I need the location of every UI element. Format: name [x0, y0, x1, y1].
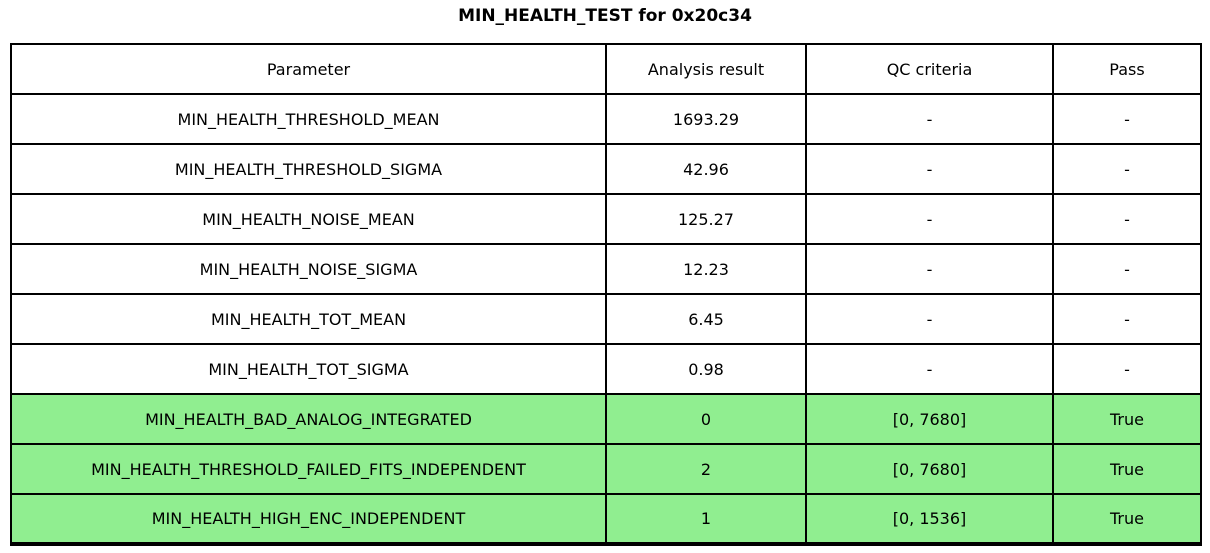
cell-pass: True — [1052, 493, 1202, 545]
cell-parameter: MIN_HEALTH_NOISE_MEAN — [10, 193, 607, 245]
cell-parameter: MIN_HEALTH_HIGH_ENC_INDEPENDENT — [10, 493, 607, 545]
table-row: MIN_HEALTH_THRESHOLD_MEAN 1693.29- - — [10, 93, 1202, 145]
cell-pass: True — [1052, 393, 1202, 445]
cell-analysis-result: 6.45 — [605, 293, 807, 345]
cell-parameter: MIN_HEALTH_TOT_SIGMA — [10, 343, 607, 395]
cell-qc-criteria: - — [805, 343, 1054, 395]
cell-analysis-result: 0 — [605, 393, 807, 445]
cell-parameter: MIN_HEALTH_THRESHOLD_SIGMA — [10, 143, 607, 195]
cell-pass: - — [1052, 193, 1202, 245]
cell-qc-criteria: [0, 1536] — [805, 493, 1054, 545]
column-header-pass: Pass — [1052, 43, 1202, 95]
qc-table: Parameter Analysis result QC criteria Pass … — [10, 43, 1202, 546]
cell-qc-criteria: [0, 7680] — [805, 443, 1054, 495]
page-title: MIN_HEALTH_TEST for 0x20c34 — [458, 6, 752, 26]
cell-qc-criteria: - — [805, 193, 1054, 245]
cell-analysis-result: 2 — [605, 443, 807, 495]
cell-pass: - — [1052, 243, 1202, 295]
cell-qc-criteria: [0, 7680] — [805, 393, 1054, 445]
cell-qc-criteria: - — [805, 293, 1054, 345]
cell-analysis-result: 1693.29 — [605, 93, 807, 145]
table-row: MIN_HEALTH_NOISE_MEAN 125.27- - — [10, 193, 1202, 245]
cell-parameter: MIN_HEALTH_NOISE_SIGMA — [10, 243, 607, 295]
cell-parameter: MIN_HEALTH_THRESHOLD_MEAN — [10, 93, 607, 145]
cell-pass: - — [1052, 93, 1202, 145]
cell-parameter: MIN_HEALTH_BAD_ANALOG_INTEGRATED — [10, 393, 607, 445]
cell-parameter: MIN_HEALTH_TOT_MEAN — [10, 293, 607, 345]
table-row: MIN_HEALTH_THRESHOLD_SIGMA 42.96- - — [10, 143, 1202, 195]
cell-pass: - — [1052, 293, 1202, 345]
column-header-qc-criteria: QC criteria — [805, 43, 1054, 95]
table-row: MIN_HEALTH_BAD_ANALOG_INTEGRATED 0 [0, 768… — [10, 393, 1202, 445]
table-row: MIN_HEALTH_TOT_SIGMA 0.98- - — [10, 343, 1202, 395]
table-row: MIN_HEALTH_NOISE_SIGMA 12.23- - — [10, 243, 1202, 295]
table-row: MIN_HEALTH_TOT_MEAN 6.45- - — [10, 293, 1202, 345]
cell-pass: - — [1052, 343, 1202, 395]
cell-analysis-result: 1 — [605, 493, 807, 545]
table-header-row: Parameter Analysis result QC criteria Pass — [10, 43, 1202, 95]
table-row: MIN_HEALTH_THRESHOLD_FAILED_FITS_INDEPEN… — [10, 443, 1202, 495]
cell-analysis-result: 12.23 — [605, 243, 807, 295]
cell-pass: - — [1052, 143, 1202, 195]
cell-pass: True — [1052, 443, 1202, 495]
column-header-analysis-result: Analysis result — [605, 43, 807, 95]
cell-qc-criteria: - — [805, 93, 1054, 145]
column-header-parameter: Parameter — [10, 43, 607, 95]
table-row: MIN_HEALTH_HIGH_ENC_INDEPENDENT 1 [0, 1536… — [10, 493, 1202, 545]
cell-analysis-result: 125.27 — [605, 193, 807, 245]
cell-analysis-result: 0.98 — [605, 343, 807, 395]
cell-analysis-result: 42.96 — [605, 143, 807, 195]
cell-qc-criteria: - — [805, 143, 1054, 195]
cell-qc-criteria: - — [805, 243, 1054, 295]
cell-parameter: MIN_HEALTH_THRESHOLD_FAILED_FITS_INDEPEN… — [10, 443, 607, 495]
